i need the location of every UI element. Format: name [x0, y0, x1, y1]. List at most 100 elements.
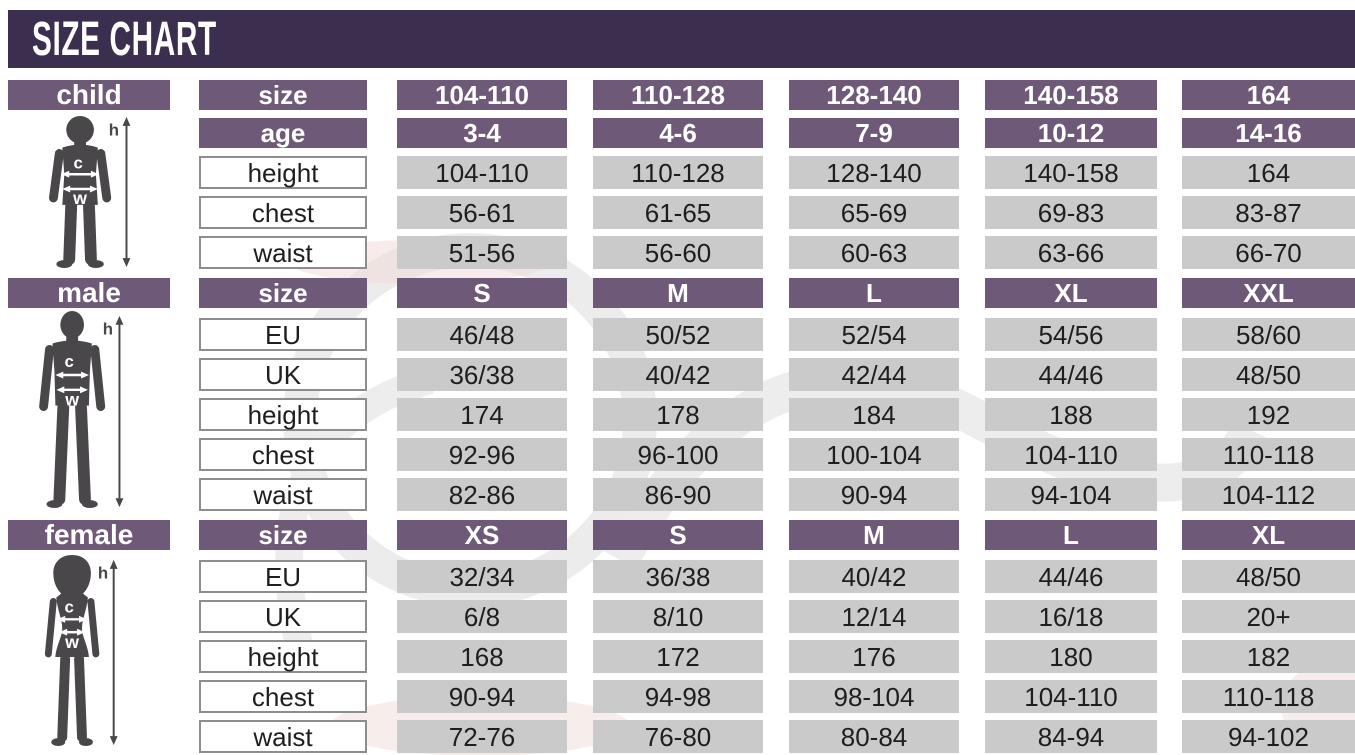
row-label-height: height: [199, 640, 367, 673]
row-label-UK: UK: [199, 358, 367, 391]
data-cell: 80-84: [789, 720, 959, 753]
header-cell: XL: [985, 278, 1157, 308]
data-cell: 44/46: [985, 560, 1157, 593]
data-cell: 42/44: [789, 358, 959, 391]
header-cell: 110-128: [593, 80, 763, 110]
data-cell: 180: [985, 640, 1157, 673]
chest-label: c: [73, 153, 82, 172]
data-cell: 86-90: [593, 478, 763, 511]
header-cell: 3-4: [397, 118, 567, 148]
height-label: h: [98, 564, 108, 583]
data-cell: 172: [593, 640, 763, 673]
data-cell: 72-76: [397, 720, 567, 753]
chest-label: c: [64, 597, 73, 616]
data-cell: 192: [1182, 398, 1355, 431]
data-cell: 184: [789, 398, 959, 431]
data-cell: 16/18: [985, 600, 1157, 633]
row-label-EU: EU: [199, 318, 367, 351]
data-cell: 56-61: [397, 196, 567, 229]
data-cell: 66-70: [1182, 236, 1355, 269]
row-label-UK: UK: [199, 600, 367, 633]
data-cell: 104-110: [985, 438, 1157, 471]
waist-label: w: [72, 188, 87, 208]
data-cell: 110-118: [1182, 438, 1355, 471]
data-cell: 32/34: [397, 560, 567, 593]
header-cell: 4-6: [593, 118, 763, 148]
male-limbs: [39, 344, 106, 506]
data-cell: 8/10: [593, 600, 763, 633]
row-label-waist: waist: [199, 478, 367, 511]
height-label: h: [103, 320, 113, 339]
female-figure: h c w: [44, 554, 118, 747]
header-cell: 164: [1182, 80, 1355, 110]
row-label-size: size: [199, 520, 367, 550]
row-label-EU: EU: [199, 560, 367, 593]
chest-label: c: [65, 352, 74, 371]
data-cell: 54/56: [985, 318, 1157, 351]
header-cell: L: [985, 520, 1157, 550]
data-cell: 36/38: [397, 358, 567, 391]
waist-label: w: [64, 390, 79, 410]
height-arrow: [122, 116, 131, 268]
row-label-chest: chest: [199, 438, 367, 471]
row-label-size: size: [199, 80, 367, 110]
data-cell: 100-104: [789, 438, 959, 471]
data-cell: 94-104: [985, 478, 1157, 511]
header-cell: 14-16: [1182, 118, 1355, 148]
data-cell: 110-118: [1182, 680, 1355, 713]
data-cell: 188: [985, 398, 1157, 431]
data-cell: 96-100: [593, 438, 763, 471]
data-cell: 6/8: [397, 600, 567, 633]
data-cell: 128-140: [789, 156, 959, 189]
data-cell: 176: [789, 640, 959, 673]
section-header-female: female: [8, 520, 170, 550]
row-label-waist: waist: [199, 720, 367, 753]
data-cell: 94-102: [1182, 720, 1355, 753]
data-cell: 60-63: [789, 236, 959, 269]
data-cell: 94-98: [593, 680, 763, 713]
header-cell: L: [789, 278, 959, 308]
data-cell: 20+: [1182, 600, 1355, 633]
data-cell: 84-94: [985, 720, 1157, 753]
header-cell: S: [593, 520, 763, 550]
data-cell: 69-83: [985, 196, 1157, 229]
data-cell: 90-94: [789, 478, 959, 511]
chest-arrow: [61, 170, 99, 178]
row-label-age: age: [199, 118, 367, 148]
data-cell: 48/50: [1182, 560, 1355, 593]
row-label-height: height: [199, 398, 367, 431]
header-cell: XS: [397, 520, 567, 550]
data-cell: 40/42: [593, 358, 763, 391]
child-limbs: [48, 149, 112, 266]
row-label-height: height: [199, 156, 367, 189]
chest-arrow: [55, 371, 89, 379]
chest-arrow: [57, 615, 87, 623]
section-header-male: male: [8, 278, 170, 308]
data-cell: 65-69: [789, 196, 959, 229]
header-cell: 7-9: [789, 118, 959, 148]
header-cell: XXL: [1182, 278, 1355, 308]
waist-label: w: [64, 632, 79, 652]
data-cell: 63-66: [985, 236, 1157, 269]
data-cell: 40/42: [789, 560, 959, 593]
data-cell: 82-86: [397, 478, 567, 511]
data-cell: 178: [593, 398, 763, 431]
data-cell: 52/54: [789, 318, 959, 351]
header-cell: 10-12: [985, 118, 1157, 148]
section-header-child: child: [8, 80, 170, 110]
data-cell: 46/48: [397, 318, 567, 351]
data-cell: 58/60: [1182, 318, 1355, 351]
data-cell: 104-110: [397, 156, 567, 189]
data-cell: 56-60: [593, 236, 763, 269]
data-cell: 182: [1182, 640, 1355, 673]
data-cell: 98-104: [789, 680, 959, 713]
data-cell: 92-96: [397, 438, 567, 471]
data-cell: 61-65: [593, 196, 763, 229]
data-cell: 104-110: [985, 680, 1157, 713]
data-cell: 83-87: [1182, 196, 1355, 229]
data-cell: 50/52: [593, 318, 763, 351]
child-figure: h c w: [48, 115, 131, 269]
row-label-size: size: [199, 278, 367, 308]
